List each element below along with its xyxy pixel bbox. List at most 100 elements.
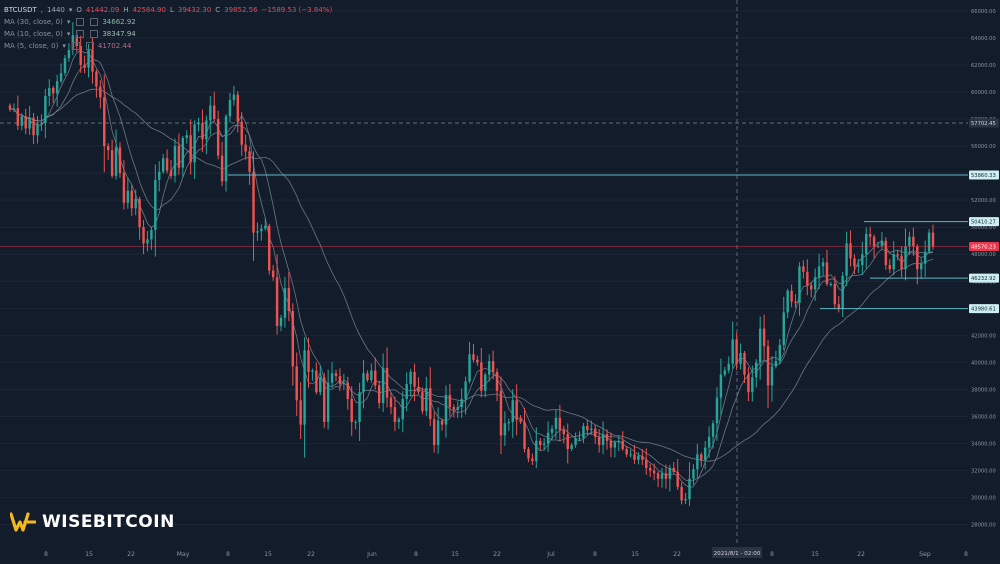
candle — [138, 198, 141, 228]
candle — [923, 251, 927, 264]
candle — [248, 151, 251, 172]
indicator-label[interactable]: MA (10, close, 0) — [4, 30, 63, 38]
candle — [429, 388, 432, 420]
candle — [668, 467, 672, 479]
candle — [637, 455, 640, 460]
candle — [613, 442, 617, 448]
time-tick-label: 22 — [857, 551, 865, 558]
time-axis-svg[interactable]: 81522May81522Jun81522Jul81522Aug81522Sep… — [0, 546, 968, 560]
logo-w-icon — [10, 512, 36, 532]
candle — [106, 146, 110, 151]
candle — [8, 105, 12, 110]
indicator-row[interactable]: MA (30, close, 0) ▾ 34662.92 — [4, 16, 332, 28]
indicator-value: 34662.92 — [102, 18, 136, 26]
candle — [264, 225, 267, 229]
candle — [315, 370, 318, 393]
price-tick-label: 42000.00 — [971, 333, 996, 339]
visibility-toggle-icon[interactable] — [71, 42, 80, 50]
level-price-label-bg — [969, 217, 999, 227]
candle — [252, 171, 255, 233]
settings-icon[interactable] — [90, 18, 99, 26]
price-tick-label: 66000.00 — [971, 9, 996, 15]
visibility-toggle-icon[interactable] — [76, 18, 85, 26]
settings-icon[interactable] — [85, 42, 94, 50]
candle — [67, 50, 71, 59]
time-tick-label: Jun — [366, 551, 377, 558]
interval-label[interactable]: 1440 — [47, 6, 65, 14]
level-price-label: 53860.33 — [971, 173, 996, 179]
candle — [193, 124, 196, 163]
candlestick-chart[interactable] — [0, 0, 968, 545]
candle — [837, 304, 840, 309]
candle — [755, 362, 758, 378]
candle — [896, 254, 899, 256]
time-tick-label: 22 — [673, 551, 681, 558]
candle — [645, 459, 648, 468]
settings-icon[interactable] — [90, 30, 99, 38]
candle — [880, 240, 884, 247]
candle — [751, 377, 754, 393]
candle — [825, 262, 829, 284]
candle — [758, 328, 762, 363]
chevron-down-icon[interactable]: ▾ — [68, 6, 73, 14]
price-axis[interactable]: 66000.0064000.0062000.0060000.0058000.00… — [968, 0, 1000, 545]
candle — [358, 392, 361, 422]
candle — [507, 421, 511, 424]
indicator-row[interactable]: MA (5, close, 0) ▾ 41702.44 — [4, 40, 332, 52]
candle — [83, 64, 86, 68]
candle — [130, 190, 133, 209]
candle — [519, 419, 522, 422]
price-chart[interactable]: BTCUSDT , 1440 ▾ O 41442.09 H 42584.90 L 39… — [0, 0, 968, 545]
price-tick-label: 62000.00 — [971, 63, 996, 69]
candle — [743, 352, 746, 375]
candle — [425, 388, 428, 412]
symbol-name[interactable]: BTCUSDT — [4, 6, 37, 14]
time-tick-label: 8 — [226, 551, 230, 558]
chevron-down-icon[interactable]: ▾ — [62, 42, 66, 50]
indicator-label[interactable]: MA (5, close, 0) — [4, 42, 59, 50]
candle — [821, 262, 825, 267]
candle — [122, 173, 126, 203]
candle — [892, 254, 895, 270]
candle — [707, 436, 711, 448]
time-tick-label: 8 — [964, 551, 968, 558]
price-axis-svg[interactable]: 66000.0064000.0062000.0060000.0058000.00… — [968, 0, 1000, 545]
candle — [664, 473, 668, 479]
candle — [201, 123, 204, 140]
time-tick-label: 8 — [44, 551, 48, 558]
candle — [868, 233, 872, 237]
candle — [417, 386, 420, 393]
candle — [594, 428, 597, 437]
candle — [350, 398, 353, 422]
candle — [531, 458, 534, 462]
chevron-down-icon[interactable]: ▾ — [66, 18, 71, 26]
indicator-label[interactable]: MA (30, close, 0) — [4, 18, 63, 26]
candle — [260, 228, 263, 232]
visibility-toggle-icon[interactable] — [76, 30, 85, 38]
candle — [641, 455, 644, 460]
indicator-row[interactable]: MA (10, close, 0) ▾ 38347.94 — [4, 28, 332, 40]
crosshair-price-label: 57702.45 — [971, 121, 996, 127]
candle — [114, 147, 118, 176]
candle — [700, 454, 703, 460]
candle — [464, 381, 467, 399]
candle — [798, 266, 801, 303]
candle — [684, 499, 687, 501]
time-tick-label: 8 — [770, 551, 774, 558]
candle — [778, 344, 782, 362]
candle — [287, 288, 291, 312]
price-tick-label: 40000.00 — [971, 360, 996, 366]
candle — [385, 367, 389, 398]
crosshair-time-label: 2021/8/1 - 02:00 — [714, 551, 761, 557]
candle — [931, 232, 935, 247]
candle — [362, 373, 365, 393]
candle — [165, 158, 169, 171]
candle — [421, 392, 424, 412]
candle — [625, 448, 628, 455]
chevron-down-icon[interactable]: ▾ — [66, 30, 71, 38]
price-tick-label: 64000.00 — [971, 36, 996, 42]
time-tick-label: 15 — [451, 551, 459, 558]
time-axis[interactable]: 81522May81522Jun81522Jul81522Aug81522Sep… — [0, 545, 968, 559]
ohlc-o-label: O — [76, 6, 82, 14]
candle — [220, 155, 224, 182]
